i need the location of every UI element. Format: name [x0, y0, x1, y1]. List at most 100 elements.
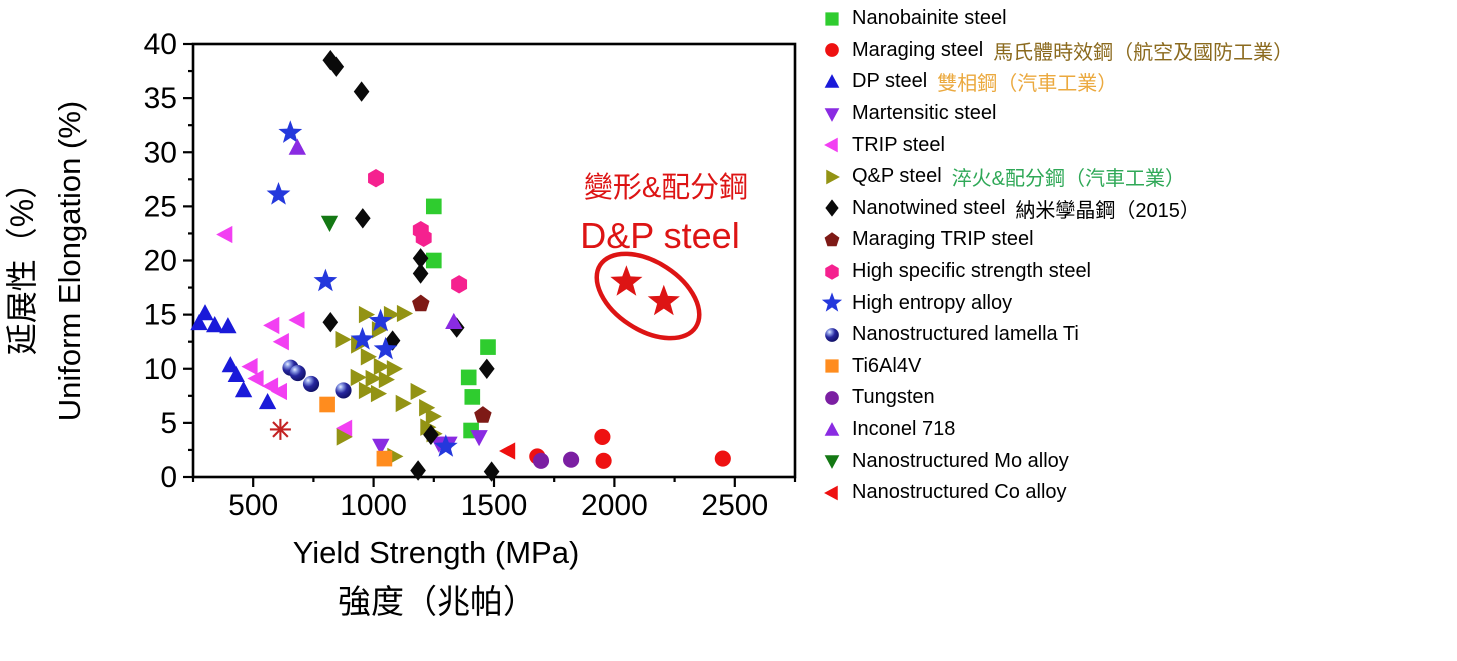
series-nanostructured-lamella-ti	[282, 359, 352, 399]
legend-item-nanostructured-co-alloy: Nanostructured Co alloy	[812, 477, 1457, 509]
series-nanotwined-steel	[322, 50, 500, 482]
dp-steel-point	[196, 304, 214, 321]
dp-steel-marker	[824, 74, 840, 88]
tungsten-marker	[825, 391, 839, 405]
high-entropy-alloy-point	[433, 434, 458, 457]
q-p-steel-point	[360, 348, 377, 366]
plot-frame	[191, 42, 797, 479]
series-q-p-steel	[335, 304, 443, 466]
high-entropy-alloy-marker-icon	[821, 292, 843, 312]
legend-label: Nanostructured Mo alloy	[852, 449, 1069, 472]
y-tick-label: 15	[144, 299, 177, 332]
trip-steel-point	[241, 357, 258, 376]
legend-item-high-entropy-alloy: High entropy alloy	[812, 287, 1457, 319]
nanotwined-steel-point	[353, 81, 370, 102]
nanotwined-steel-point	[423, 424, 439, 445]
q-p-steel-point	[410, 382, 427, 401]
series-maraging-trip-steel	[412, 294, 492, 423]
trip-steel-marker	[824, 137, 838, 153]
nanobainite-steel-point	[425, 198, 442, 215]
inconel-718-point	[288, 138, 306, 155]
x-tick-label: 500	[228, 489, 278, 522]
nanotwined-steel-marker-icon	[825, 199, 839, 217]
legend-label: High entropy alloy	[852, 291, 1013, 314]
y-tick-label: 20	[144, 245, 177, 278]
high-specific-strength-steel-point	[415, 228, 432, 247]
q-p-steel-point	[386, 360, 403, 378]
series-high-specific-strength-steel	[368, 169, 468, 294]
nanostructured-lamella-ti-point	[289, 365, 306, 382]
inconel-718-marker-icon	[824, 421, 840, 436]
x-axis-title: Yield Strength (MPa)	[293, 535, 580, 570]
tungsten-point	[563, 451, 580, 468]
trip-steel-point	[272, 333, 289, 351]
series-ti6al4v	[319, 396, 393, 467]
dp-annotation-label: D&P steel	[580, 215, 739, 256]
martensitic-steel-point	[372, 438, 390, 455]
martensitic-steel-marker-icon	[824, 107, 840, 122]
y-tick-label: 5	[160, 407, 177, 440]
legend-label: Nanotwined steel	[852, 196, 1006, 219]
legend-label: Nanostructured Co alloy	[852, 481, 1067, 504]
scatter-plot: 500 1000 1500 2000 2500 0 5 10 15 20 25 30 35 40 Yield…	[4, 28, 797, 620]
series-nanobainite-steel	[425, 198, 496, 439]
x-tick-label: 1500	[461, 489, 528, 522]
nanostructured-lamella-ti-marker	[825, 327, 839, 342]
legend-item-nanostructured-mo-alloy: Nanostructured Mo alloy	[812, 445, 1457, 477]
dp-steel-point	[221, 356, 239, 373]
legend-label: TRIP steel	[852, 133, 945, 156]
legend-label: Tungsten	[852, 386, 935, 409]
series-high-entropy-alloy	[266, 120, 458, 457]
legend-label: Nanostructured lamella Ti	[852, 323, 1079, 346]
legend-label: Q&P steel	[852, 165, 942, 188]
y-tick-label: 10	[144, 353, 177, 386]
inconel-718-point	[445, 312, 463, 329]
dp-steel-point	[647, 284, 680, 316]
martensitic-steel-marker	[824, 107, 840, 122]
legend-item-high-specific-strength-steel: High specific strength steel	[812, 256, 1457, 288]
high-specific-strength-steel-marker-icon	[825, 263, 839, 280]
maraging-trip-steel-point	[474, 406, 492, 423]
nanobainite-steel-point	[464, 389, 481, 405]
trip-steel-point	[263, 316, 280, 335]
q-p-steel-point	[336, 428, 353, 446]
ti6al4v-point	[319, 396, 335, 413]
nanobainite-steel-point	[480, 339, 496, 355]
maraging-steel-point	[594, 428, 611, 445]
legend-item-tungsten: Tungsten	[812, 382, 1457, 414]
nanostructured-lamella-ti-marker-icon	[825, 327, 839, 342]
nanobainite-steel-marker-icon	[825, 12, 839, 26]
q-p-steel-marker-icon	[826, 169, 840, 185]
ti6al4v-marker-icon	[825, 359, 839, 373]
q-p-steel-point	[373, 357, 390, 376]
nanobainite-steel-marker	[825, 12, 839, 26]
trip-steel-point	[336, 419, 353, 437]
trip-steel-point	[216, 225, 233, 244]
legend-label-zh: 納米孿晶鋼（2015）	[1015, 199, 1200, 222]
q-p-steel-point	[419, 399, 436, 417]
nanostructured-mo-alloy-point	[320, 215, 339, 232]
high-entropy-alloy-marker	[821, 292, 843, 312]
maraging-trip-steel-point	[412, 294, 430, 312]
series-maraging-steel	[529, 428, 731, 469]
nanostructured-mo-alloy-marker-icon	[824, 455, 840, 470]
legend-label: Maraging TRIP steel	[852, 228, 1034, 251]
nanostructured-co-alloy-marker-icon	[824, 485, 838, 501]
q-p-steel-point	[358, 305, 376, 324]
legend-item-maraging-steel: Maraging steel 馬氏體時效鋼（航空及國防工業）	[812, 35, 1457, 67]
q-p-steel-point	[358, 381, 376, 400]
dp-steel-point	[206, 316, 224, 333]
series-nanostructured-co-alloy	[499, 442, 516, 460]
nanostructured-mo-alloy-marker	[824, 455, 840, 470]
high-specific-strength-steel-marker	[825, 263, 839, 280]
y-tick-label: 25	[144, 190, 177, 223]
legend-label: Inconel 718	[852, 418, 956, 441]
y-tick-label: 0	[160, 461, 177, 494]
y-axis-title-zh: 延展性（%）	[4, 167, 40, 355]
series-trip-steel	[216, 225, 353, 437]
dp-steel-annotation: 變形&配分鋼 D&P steel	[580, 171, 748, 341]
legend-label: Ti6Al4V	[852, 354, 922, 377]
trip-steel-point	[247, 369, 264, 388]
nanostructured-co-alloy-marker	[824, 485, 838, 501]
